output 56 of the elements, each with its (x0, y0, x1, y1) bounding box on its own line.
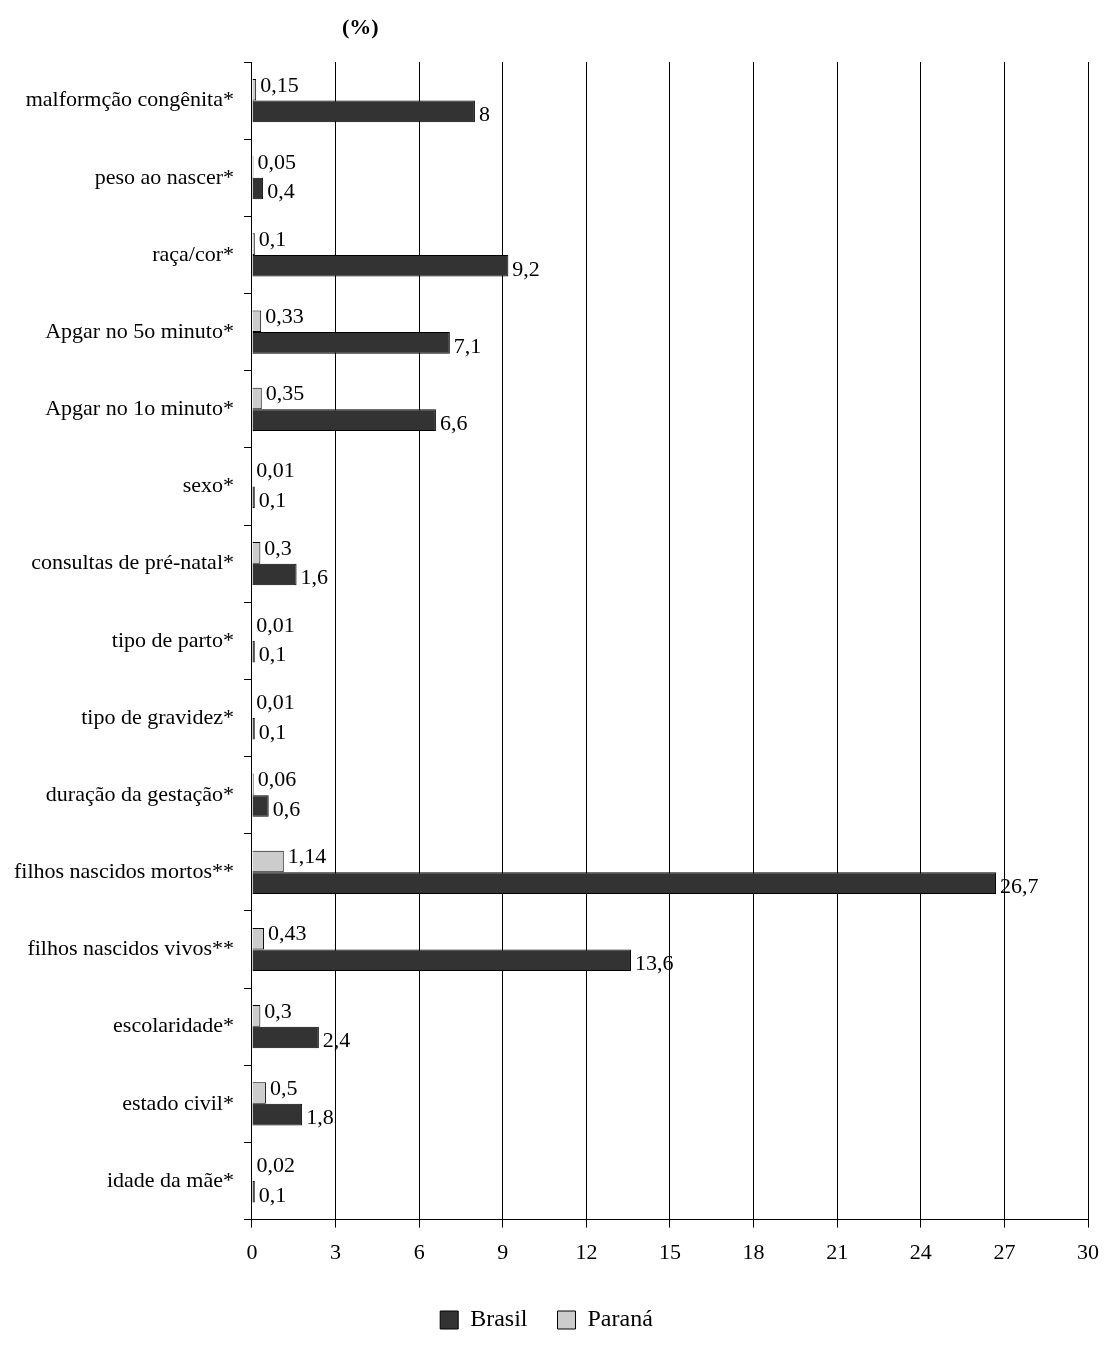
y-tick-label: escolaridade* (113, 1012, 234, 1038)
data-label: 0,4 (267, 178, 295, 204)
x-axis-title: (%) (342, 14, 379, 40)
x-tick-label: 9 (497, 1238, 509, 1264)
legend-label: Paraná (587, 1305, 654, 1332)
x-tick-label: 30 (1077, 1238, 1099, 1264)
data-label: 0,1 (258, 1181, 287, 1207)
data-label: 0,1 (258, 487, 287, 513)
data-label: 0,43 (267, 920, 307, 946)
data-label: 9,2 (512, 255, 540, 281)
y-tick-label: tipo de parto* (111, 626, 234, 652)
y-tick-label: estado civil* (122, 1089, 234, 1115)
data-label: 1,6 (300, 564, 329, 590)
y-tick-label: sexo* (182, 472, 234, 498)
data-label: 0,05 (257, 148, 296, 174)
x-tick-label: 3 (330, 1238, 342, 1264)
y-tick-label: peso ao nascer* (94, 163, 234, 189)
data-label: 0,3 (264, 997, 292, 1023)
data-label: 0,02 (256, 1151, 296, 1177)
data-label: 7,1 (453, 332, 482, 358)
y-tick-label: raça/cor* (152, 240, 234, 266)
data-label: 0,5 (269, 1074, 298, 1100)
y-tick-label: consultas de pré-natal* (31, 549, 234, 575)
data-label: 0,01 (256, 611, 295, 637)
y-tick-label: Apgar no 5o minuto* (45, 317, 234, 343)
x-tick-label: 15 (658, 1238, 681, 1264)
data-label: 8 (478, 101, 490, 127)
y-tick-label: tipo de gravidez* (81, 703, 234, 729)
x-tick-label: 27 (993, 1238, 1016, 1264)
y-tick-label: malformção congênita* (25, 86, 234, 112)
data-label: 0,35 (265, 380, 305, 406)
data-label: 0,1 (258, 641, 287, 667)
legend-label: Brasil (470, 1305, 528, 1332)
y-tick-label: filhos nascidos vivos** (27, 935, 234, 961)
data-label: 0,33 (265, 303, 304, 329)
y-tick-label: filhos nascidos mortos** (13, 858, 234, 884)
x-tick-label: 6 (413, 1238, 425, 1264)
data-label: 0,01 (256, 457, 295, 483)
data-label: 0,1 (258, 225, 287, 251)
x-tick-label: 12 (575, 1238, 598, 1264)
data-label: 0,15 (260, 71, 299, 97)
x-tick-label: 0 (246, 1238, 258, 1264)
x-tick-label: 18 (742, 1238, 765, 1264)
data-label: 1,8 (306, 1104, 334, 1130)
y-tick-label: Apgar no 1o minuto* (45, 395, 234, 421)
data-label: 0,6 (272, 795, 301, 821)
y-tick-label: duração da gestação* (45, 780, 234, 806)
data-label: 0,01 (256, 688, 295, 714)
data-label: 0,3 (264, 534, 292, 560)
x-tick-label: 24 (909, 1238, 932, 1264)
data-label: 0,06 (257, 766, 297, 792)
data-label: 0,1 (258, 718, 287, 744)
data-label: 1,14 (287, 843, 327, 869)
y-tick-label: idade da mãe* (106, 1166, 234, 1192)
data-label: 6,6 (439, 409, 468, 435)
x-tick-label: 21 (826, 1238, 849, 1264)
